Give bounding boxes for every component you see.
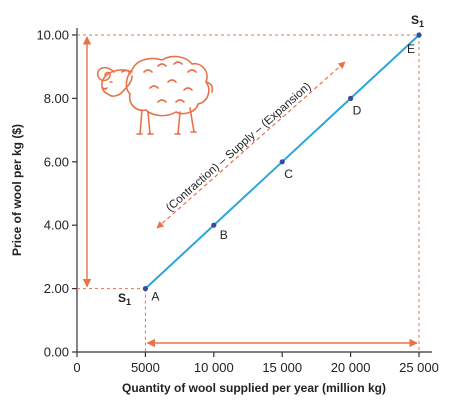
point-label-b: B [220,228,228,242]
x-tick-label: 5000 [131,360,160,375]
point-label-a: A [151,290,159,304]
y-axis-label: Price of wool per kg ($) [10,124,24,256]
data-point-b [211,222,217,228]
x-tick-label: 25 000 [399,360,439,375]
point-label-d: D [353,103,362,117]
y-tick-label: 0.00 [44,345,69,360]
x-tick-label: 0 [73,360,80,375]
x-tick-label: 10 000 [194,360,234,375]
curve-label-end: S1 [411,13,424,29]
sheep-icon [96,55,214,135]
data-point-e [416,32,422,38]
y-tick-label: 8.00 [44,91,69,106]
x-axis-label: Quantity of wool supplied per year (mill… [122,381,386,395]
data-point-c [279,159,285,165]
y-tick-label: 6.00 [44,154,69,169]
supply-annotation: (Contraction) – Supply – (Expansion) [164,80,314,214]
annotation-arrow [156,61,346,229]
x-tick-label: 15 000 [262,360,302,375]
point-label-c: C [284,167,293,181]
y-tick-label: 4.00 [44,218,69,233]
point-label-e: E [407,42,415,56]
y-tick-label: 10.00 [36,28,69,43]
data-point-d [348,95,354,101]
curve-label-start: S1 [118,291,131,307]
data-point-a [142,286,148,292]
y-tick-label: 2.00 [44,281,69,296]
x-tick-label: 20 000 [331,360,371,375]
